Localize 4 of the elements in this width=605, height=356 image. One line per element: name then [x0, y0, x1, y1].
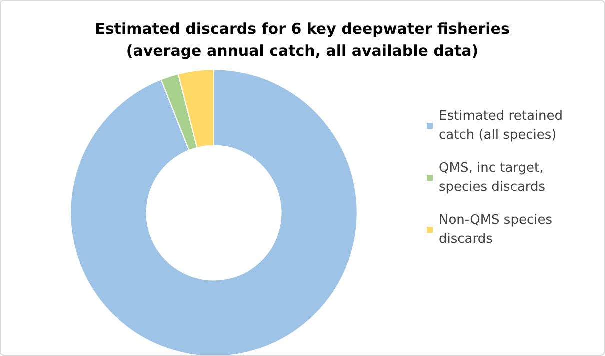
legend-label: QMS, inc target, species discards: [439, 161, 548, 195]
legend-label: Estimated retained catch (all species): [439, 109, 568, 143]
legend-label: Non-QMS species discards: [439, 213, 557, 247]
chart-title: Estimated discards for 6 key deepwater fisheries (average annual catch, all available data): [95, 20, 510, 60]
